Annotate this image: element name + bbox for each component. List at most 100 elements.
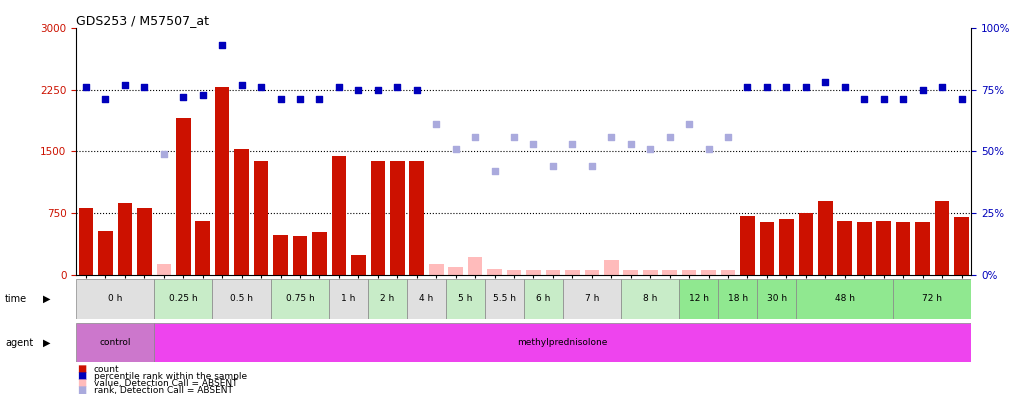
- Point: [564, 141, 581, 147]
- Bar: [390, 160, 405, 275]
- Point: [701, 146, 717, 152]
- Bar: [485, 279, 524, 319]
- Point: [311, 96, 327, 103]
- Point: [797, 84, 814, 90]
- Text: 0 h: 0 h: [108, 295, 122, 303]
- Bar: [76, 279, 155, 319]
- Bar: [157, 265, 171, 275]
- Text: value, Detection Call = ABSENT: value, Detection Call = ABSENT: [94, 379, 237, 388]
- Point: [622, 141, 639, 147]
- Bar: [370, 160, 385, 275]
- Text: ■: ■: [77, 371, 86, 381]
- Bar: [487, 268, 501, 275]
- Bar: [915, 223, 930, 275]
- Point: [505, 133, 522, 140]
- Text: ■: ■: [77, 385, 86, 396]
- Point: [681, 121, 698, 128]
- Bar: [330, 279, 368, 319]
- Point: [253, 84, 270, 90]
- Bar: [234, 149, 249, 275]
- Text: 12 h: 12 h: [689, 295, 709, 303]
- Text: control: control: [100, 338, 131, 347]
- Bar: [78, 208, 94, 275]
- Bar: [254, 161, 268, 275]
- Bar: [718, 279, 758, 319]
- Bar: [565, 270, 580, 275]
- Bar: [368, 279, 407, 319]
- Text: 8 h: 8 h: [643, 295, 657, 303]
- Text: 48 h: 48 h: [835, 295, 854, 303]
- Bar: [429, 265, 443, 275]
- Bar: [679, 279, 718, 319]
- Bar: [195, 221, 211, 275]
- Bar: [213, 279, 271, 319]
- Bar: [896, 223, 910, 275]
- Bar: [877, 221, 891, 275]
- Point: [661, 133, 677, 140]
- Point: [409, 86, 425, 93]
- Point: [856, 96, 873, 103]
- Text: rank, Detection Call = ABSENT: rank, Detection Call = ABSENT: [94, 386, 233, 395]
- Text: time: time: [5, 294, 27, 304]
- Point: [428, 121, 444, 128]
- Point: [603, 133, 619, 140]
- Bar: [293, 236, 307, 275]
- Bar: [935, 201, 949, 275]
- Text: 7 h: 7 h: [585, 295, 599, 303]
- Bar: [76, 323, 155, 362]
- Point: [194, 91, 211, 98]
- Point: [175, 94, 191, 100]
- Point: [895, 96, 911, 103]
- Bar: [176, 118, 190, 275]
- Text: 2 h: 2 h: [380, 295, 395, 303]
- Bar: [681, 270, 697, 275]
- Bar: [837, 221, 852, 275]
- Bar: [271, 279, 330, 319]
- Text: methylprednisolone: methylprednisolone: [518, 338, 608, 347]
- Point: [486, 168, 502, 174]
- Bar: [215, 87, 230, 275]
- Bar: [524, 279, 562, 319]
- Bar: [410, 161, 424, 275]
- Bar: [585, 270, 599, 275]
- Text: 72 h: 72 h: [922, 295, 943, 303]
- Point: [818, 79, 834, 85]
- Point: [934, 84, 950, 90]
- Bar: [893, 279, 971, 319]
- Bar: [857, 223, 872, 275]
- Text: ▶: ▶: [43, 294, 50, 304]
- Text: count: count: [94, 365, 119, 373]
- Bar: [798, 213, 814, 275]
- Text: ■: ■: [77, 378, 86, 388]
- Bar: [137, 208, 152, 275]
- Point: [390, 84, 406, 90]
- Bar: [796, 279, 893, 319]
- Text: 1 h: 1 h: [342, 295, 356, 303]
- Text: ■: ■: [77, 364, 86, 374]
- Text: GDS253 / M57507_at: GDS253 / M57507_at: [76, 13, 210, 27]
- Bar: [332, 156, 346, 275]
- Point: [584, 163, 600, 169]
- Bar: [506, 270, 522, 275]
- Point: [156, 151, 172, 157]
- Text: 5 h: 5 h: [459, 295, 473, 303]
- Bar: [758, 279, 796, 319]
- Point: [273, 96, 289, 103]
- Text: 0.75 h: 0.75 h: [286, 295, 314, 303]
- Point: [136, 84, 153, 90]
- Bar: [546, 270, 560, 275]
- Point: [467, 133, 483, 140]
- Point: [914, 86, 931, 93]
- Bar: [312, 232, 326, 275]
- Text: 0.5 h: 0.5 h: [230, 295, 253, 303]
- Bar: [740, 216, 755, 275]
- Point: [331, 84, 347, 90]
- Point: [234, 82, 250, 88]
- Point: [837, 84, 853, 90]
- Bar: [448, 267, 463, 275]
- Bar: [468, 257, 482, 275]
- Bar: [954, 217, 969, 275]
- Text: 30 h: 30 h: [767, 295, 787, 303]
- Bar: [623, 270, 638, 275]
- Text: 5.5 h: 5.5 h: [493, 295, 516, 303]
